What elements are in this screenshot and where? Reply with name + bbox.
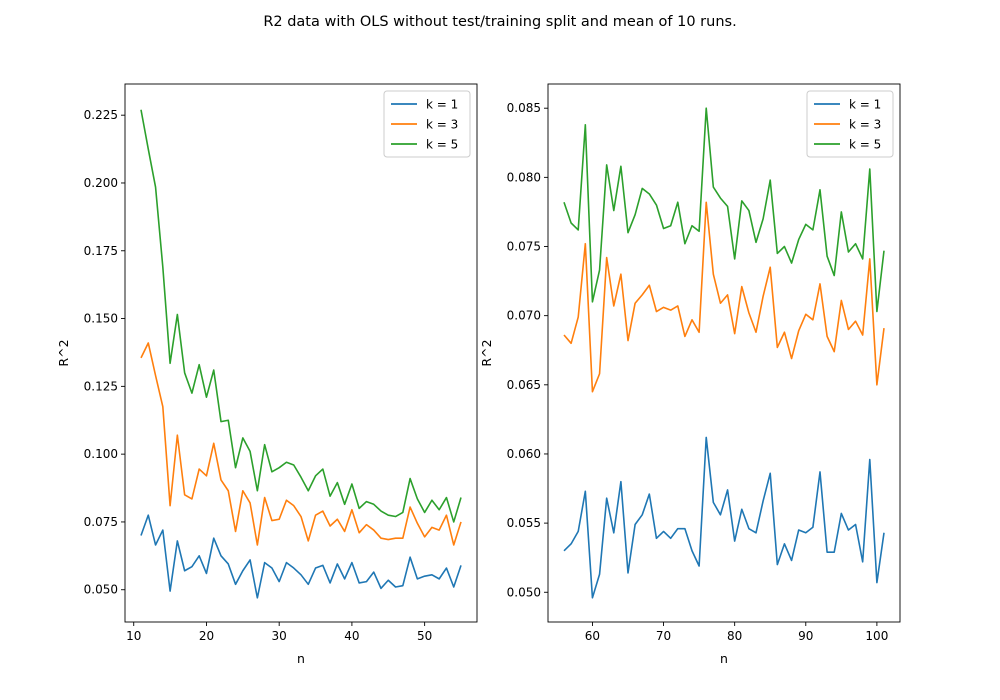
legend-entry: k = 3 [426,118,458,132]
series-line-k1 [563,436,885,599]
y-tick-label: 0.100 [84,447,118,461]
y-tick-label: 0.075 [84,515,118,529]
y-tick-label: 0.070 [507,309,541,323]
series-line-k5 [563,107,885,313]
y-tick-label: 0.225 [84,108,118,122]
legend-box [383,90,471,158]
y-tick-label: 0.175 [84,244,118,258]
axes-frame [124,83,478,623]
left-subplot: 10 20 30 40 50 0.050 0.075 0.100 0.125 0.150 0.175… [56,83,478,666]
legend-entry: k = 1 [849,98,881,112]
right-subplot: 60 70 80 90 100 0.050 0.055 0.060 0.065 0.070 0.07… [479,83,901,666]
x-tick-label: 90 [798,629,813,643]
series-line-k3 [140,342,462,546]
y-axis-label: R^2 [479,339,494,366]
y-tick-label: 0.150 [84,312,118,326]
axes-frame [547,83,901,623]
y-tick-label: 0.060 [507,447,541,461]
x-axis-label: n [297,651,305,666]
x-tick-label: 40 [344,629,359,643]
x-tick-label: 30 [272,629,287,643]
legend: k = 1 k = 3 k = 5 [383,90,471,158]
y-axis-label: R^2 [56,339,71,366]
y-tick-label: 0.055 [507,516,541,530]
x-tick-label: 70 [656,629,671,643]
legend-entry: k = 5 [849,138,881,152]
x-tick-label: 100 [865,629,888,643]
y-tick-label: 0.200 [84,176,118,190]
legend-box [806,90,894,158]
x-axis-label: n [720,651,728,666]
x-tick-label: 50 [417,629,432,643]
y-tick-label: 0.085 [507,101,541,115]
legend: k = 1 k = 3 k = 5 [806,90,894,158]
y-tick-label: 0.065 [507,378,541,392]
legend-entry: k = 1 [426,98,458,112]
y-tick-label: 0.125 [84,379,118,393]
y-tick-label: 0.080 [507,170,541,184]
x-tick-label: 60 [585,629,600,643]
legend-entry: k = 3 [849,118,881,132]
figure-suptitle: R2 data with OLS without test/training s… [263,14,736,30]
plot-area [125,84,477,622]
series-line-k1 [140,514,462,599]
x-tick-label: 80 [727,629,742,643]
x-tick-label: 20 [199,629,214,643]
y-tick-label: 0.075 [507,240,541,254]
legend-entry: k = 5 [426,138,458,152]
y-tick-label: 0.050 [84,583,118,597]
y-tick-label: 0.050 [507,585,541,599]
x-tick-label: 10 [126,629,141,643]
series-line-k3 [563,201,885,393]
series-line-k5 [140,109,462,523]
